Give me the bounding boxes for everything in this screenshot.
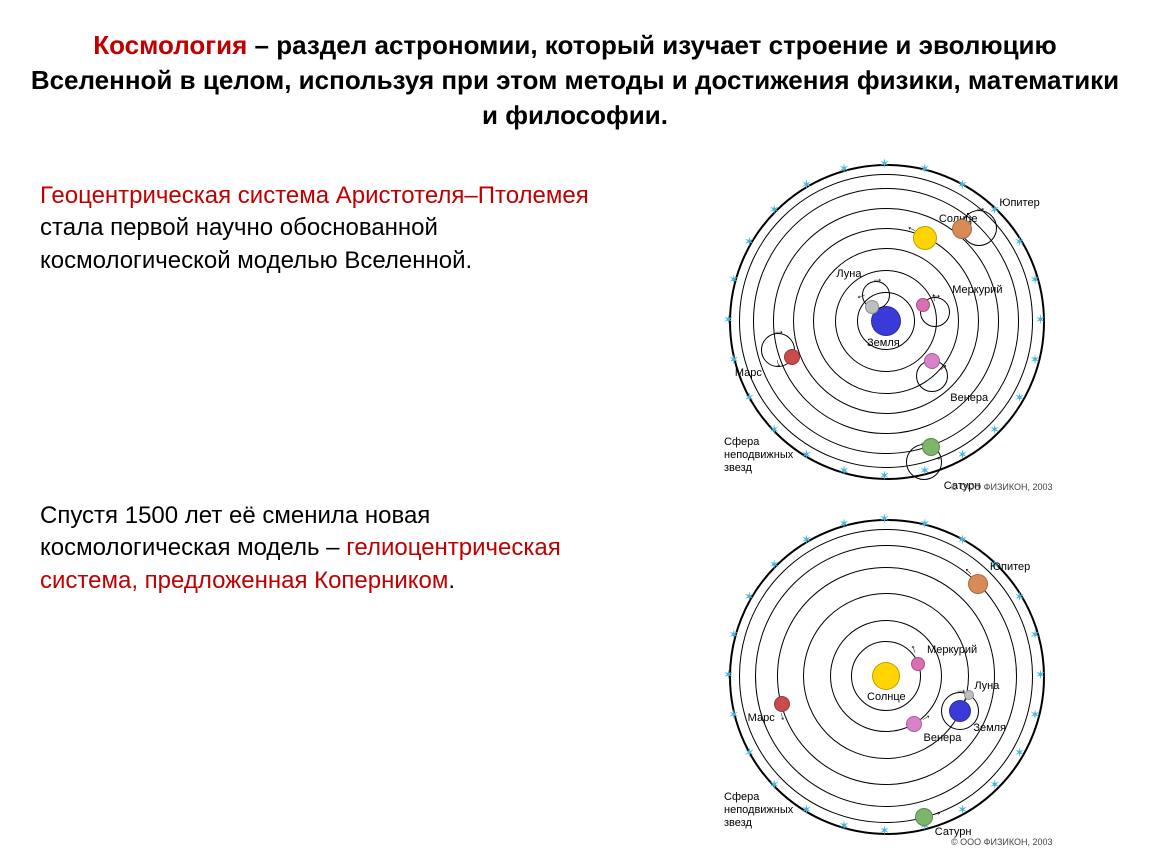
star-icon: ✶ (728, 273, 739, 286)
planet-Марс (774, 696, 790, 712)
star-icon: ✶ (919, 517, 930, 530)
title-term: Космология (93, 30, 247, 60)
star-icon: ✶ (1030, 353, 1041, 366)
star-icon: ✶ (879, 157, 890, 170)
planet-Сатурн (922, 438, 940, 456)
star-icon: ✶ (1014, 746, 1025, 759)
star-icon: ✶ (801, 803, 812, 816)
star-icon: ✶ (879, 512, 890, 525)
para1-rest: стала первой научно обоснованной космоло… (40, 214, 472, 273)
diagram-heliocentric: ✶✶✶✶✶✶✶✶✶✶✶✶✶✶✶✶✶✶✶✶✶✶✶✶Солнце→Меркурий→… (660, 505, 1130, 855)
paragraph-heliocentric: Спустя 1500 лет её сменила новая космоло… (40, 500, 600, 597)
star-icon: ✶ (728, 708, 739, 721)
planet-label: Луна (836, 268, 861, 280)
center-label: Солнце (867, 691, 906, 703)
sphere-label: Сфера (724, 436, 759, 448)
star-icon: ✶ (801, 448, 812, 461)
para1-red: Геоцентрическая система Аристотеля–Птоле… (40, 182, 589, 209)
star-icon: ✶ (989, 778, 1000, 791)
star-icon: ✶ (1030, 628, 1041, 641)
diagram-geocentric: ✶✶✶✶✶✶✶✶✶✶✶✶✶✶✶✶✶✶✶✶✶✶✶✶Земля→→Луна→→Мер… (660, 150, 1130, 500)
slide: Космология – раздел астрономии, который … (0, 0, 1150, 864)
sphere-label: звезд (724, 462, 752, 474)
star-icon: ✶ (801, 533, 812, 546)
slide-title: Космология – раздел астрономии, который … (30, 28, 1120, 133)
planet-label: Марс (748, 712, 775, 724)
planet-Сатурн (915, 808, 933, 826)
star-icon: ✶ (801, 178, 812, 191)
arrow-icon: → (871, 272, 883, 284)
star-icon: ✶ (1014, 391, 1025, 404)
star-icon: ✶ (957, 803, 968, 816)
star-icon: ✶ (1030, 708, 1041, 721)
star-icon: ✶ (744, 590, 755, 603)
arrow-icon: → (974, 201, 986, 213)
para2-tail: . (448, 567, 455, 594)
planet-label: Юпитер (990, 561, 1030, 573)
planet-Венера (906, 716, 922, 732)
planet-Юпитер (968, 574, 988, 594)
star-icon: ✶ (839, 162, 850, 175)
star-icon: ✶ (957, 448, 968, 461)
planet-Марс (784, 349, 800, 365)
star-icon: ✶ (723, 668, 734, 681)
planet-label: Меркурий (952, 284, 1002, 296)
center-label: Земля (867, 337, 900, 349)
star-icon: ✶ (1014, 235, 1025, 248)
moon-label: Луна (974, 680, 999, 692)
star-icon: ✶ (957, 533, 968, 546)
moon-orbit (941, 692, 979, 730)
planet-Луна (865, 300, 879, 314)
star-icon: ✶ (1035, 668, 1046, 681)
copyright-text: © ООО ФИЗИКОН, 2003 (951, 482, 1053, 492)
star-icon: ✶ (728, 628, 739, 641)
star-icon: ✶ (957, 178, 968, 191)
sphere-label: Сфера (724, 791, 759, 803)
planet-label: Юпитер (999, 197, 1039, 209)
planet-label: Венера (924, 732, 962, 744)
center-body (872, 662, 900, 690)
planet-Солнце (913, 226, 937, 250)
star-icon: ✶ (769, 778, 780, 791)
arrow-icon: → (773, 324, 785, 336)
star-icon: ✶ (769, 203, 780, 216)
star-icon: ✶ (723, 313, 734, 326)
star-icon: ✶ (839, 464, 850, 477)
star-icon: ✶ (744, 235, 755, 248)
paragraph-geocentric: Геоцентрическая система Аристотеля–Птоле… (40, 180, 600, 277)
star-icon: ✶ (839, 517, 850, 530)
sphere-label: неподвижных (724, 449, 793, 461)
star-icon: ✶ (769, 558, 780, 571)
star-icon: ✶ (989, 423, 1000, 436)
star-icon: ✶ (1014, 590, 1025, 603)
star-icon: ✶ (839, 819, 850, 832)
sphere-label: звезд (724, 817, 752, 829)
star-icon: ✶ (744, 391, 755, 404)
star-icon: ✶ (769, 423, 780, 436)
star-icon: ✶ (744, 746, 755, 759)
star-icon: ✶ (919, 162, 930, 175)
planet-label: Марс (735, 367, 762, 379)
sphere-label: неподвижных (724, 804, 793, 816)
star-icon: ✶ (879, 824, 890, 837)
star-icon: ✶ (879, 469, 890, 482)
planet-label: Земля (973, 722, 1006, 734)
planet-label: Венера (950, 392, 988, 404)
planet-label: Меркурий (927, 644, 977, 656)
copyright-text: © ООО ФИЗИКОН, 2003 (951, 837, 1053, 847)
star-icon: ✶ (1035, 313, 1046, 326)
star-icon: ✶ (728, 353, 739, 366)
arrow-icon: → (955, 683, 967, 695)
star-icon: ✶ (1030, 273, 1041, 286)
